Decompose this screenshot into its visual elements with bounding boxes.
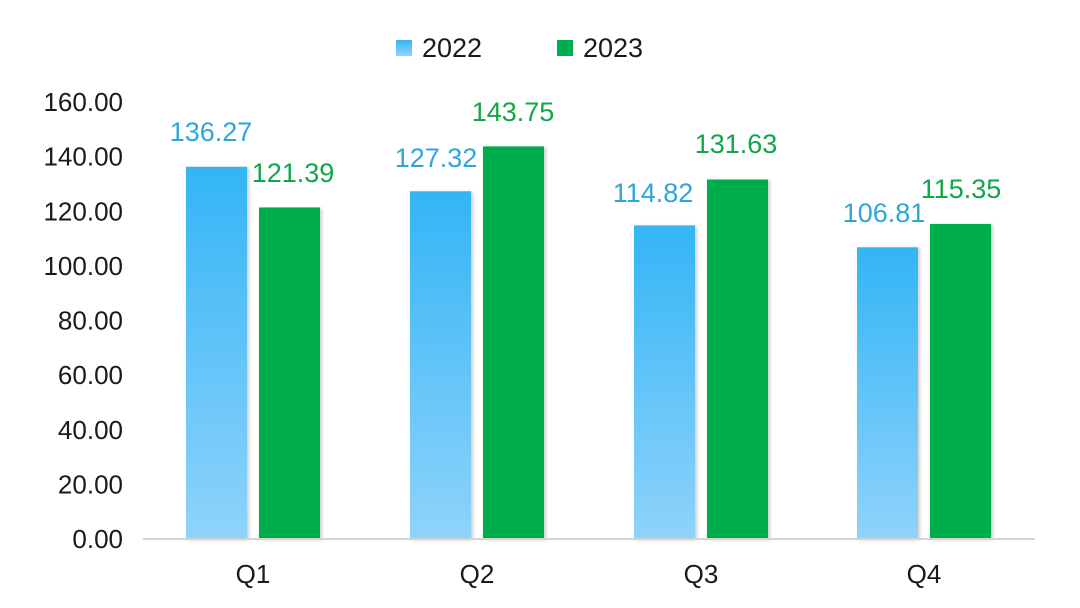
data-label-2023-Q2: 143.75 — [472, 97, 555, 127]
data-label-2023-Q4: 115.35 — [921, 174, 1002, 204]
bar-2023-Q1 — [259, 207, 320, 540]
data-label-2023-Q3: 131.63 — [695, 129, 778, 159]
y-tick-label: 120.00 — [43, 196, 123, 226]
data-label-2022-Q4: 106.81 — [843, 198, 926, 228]
y-tick-label: 60.00 — [58, 360, 123, 390]
bar-2022-Q1 — [186, 166, 247, 539]
bar-2023-Q4 — [930, 223, 991, 539]
y-tick-label: 20.00 — [58, 469, 123, 499]
bar-2022-Q3 — [634, 225, 695, 539]
x-tick-label-Q2: Q2 — [460, 559, 495, 589]
x-tick-label-Q4: Q4 — [907, 559, 942, 589]
data-label-2022-Q3: 114.82 — [613, 178, 694, 208]
legend-swatch-2022 — [396, 40, 412, 56]
y-tick-label: 140.00 — [43, 142, 123, 172]
bars — [186, 146, 991, 540]
y-tick-label: 80.00 — [58, 306, 123, 336]
legend: 2022 2023 — [396, 33, 643, 63]
y-tick-label: 100.00 — [43, 251, 123, 281]
bar-2023-Q3 — [707, 179, 768, 539]
legend-label-2023: 2023 — [583, 33, 643, 63]
bar-2022-Q2 — [410, 191, 471, 539]
data-label-2023-Q1: 121.39 — [252, 158, 335, 188]
x-tick-label-Q1: Q1 — [236, 559, 271, 589]
data-label-2022-Q2: 127.32 — [395, 143, 478, 173]
bar-2023-Q2 — [483, 146, 544, 539]
data-label-2022-Q1: 136.27 — [170, 117, 253, 147]
legend-swatch-2023 — [557, 40, 573, 56]
y-tick-label: 160.00 — [43, 87, 123, 117]
y-tick-label: 0.00 — [72, 524, 123, 554]
legend-label-2022: 2022 — [422, 33, 482, 63]
x-tick-label-Q3: Q3 — [684, 559, 719, 589]
bar-2022-Q4 — [857, 247, 918, 539]
y-tick-label: 40.00 — [58, 415, 123, 445]
y-axis: 0.00 20.00 40.00 60.00 80.00 100.00 120.00 140.… — [43, 87, 123, 554]
x-axis: Q1 Q2 Q3 Q4 — [236, 559, 942, 589]
